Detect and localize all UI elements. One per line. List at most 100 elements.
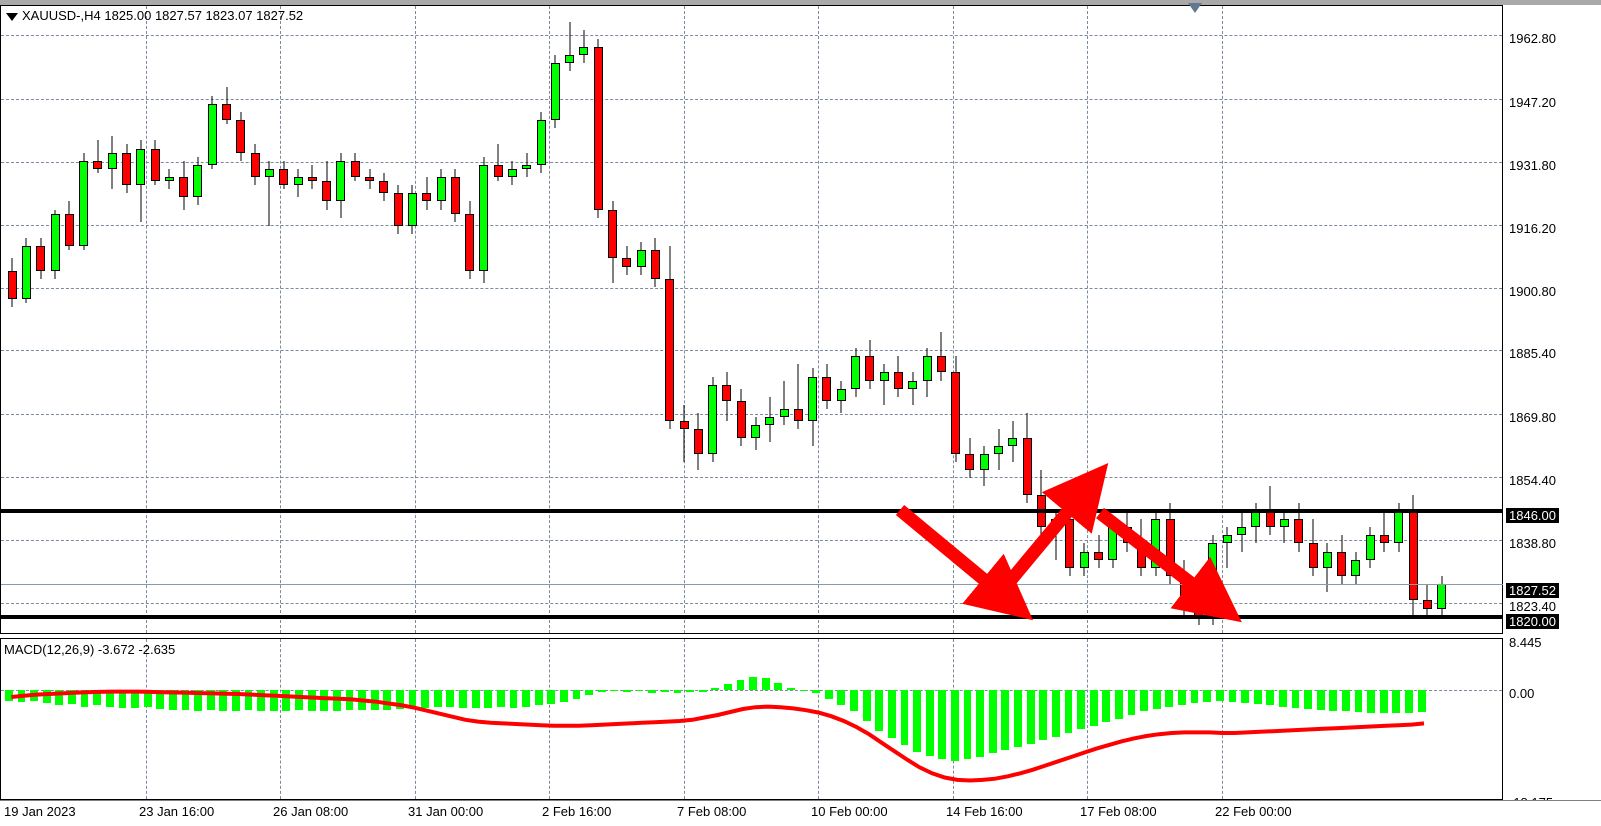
macd-histogram-bar	[1241, 689, 1249, 703]
candle-body-bearish	[1408, 510, 1418, 601]
candlestick	[293, 6, 303, 633]
time-axis-label: 19 Jan 2023	[4, 804, 76, 819]
macd-histogram-bar	[194, 689, 202, 711]
macd-histogram-bar	[1203, 689, 1212, 702]
macd-histogram-bar	[509, 689, 518, 708]
candle-body-bullish	[1151, 519, 1161, 568]
candle-body-bullish	[994, 445, 1004, 454]
macd-histogram-bar	[295, 689, 303, 711]
candle-body-bullish	[436, 177, 446, 202]
grid-line-vertical	[1222, 6, 1223, 633]
candle-wick	[497, 144, 499, 182]
candle-body-bearish	[822, 376, 832, 401]
macd-histogram-bar	[1342, 689, 1350, 712]
candle-body-bearish	[650, 250, 660, 279]
candle-body-bearish	[450, 177, 460, 214]
macd-histogram-bar	[1102, 689, 1111, 723]
candlestick	[164, 6, 174, 633]
candle-body-bearish	[736, 400, 746, 438]
grid-line-vertical	[1087, 639, 1088, 799]
candlestick	[307, 6, 317, 633]
macd-histogram-bar	[976, 689, 985, 758]
macd-histogram-bar	[383, 689, 392, 710]
candlestick	[1422, 6, 1432, 633]
candlestick	[1237, 6, 1247, 633]
grid-line-horizontal	[1, 98, 1502, 100]
candlestick	[608, 6, 618, 633]
price-axis-label: 1916.20	[1509, 221, 1556, 237]
triangle-down-icon[interactable]	[6, 12, 18, 21]
candlestick	[436, 6, 446, 633]
candlestick	[1008, 6, 1018, 633]
candlestick	[1165, 6, 1175, 633]
macd-histogram-bar	[925, 689, 934, 756]
candlestick	[994, 6, 1004, 633]
candle-body-bearish	[1065, 519, 1075, 568]
macd-header: MACD(12,26,9) -3.672 -2.635	[4, 642, 175, 657]
candle-body-bearish	[622, 258, 632, 267]
candlestick	[1022, 6, 1032, 633]
scrollbar-thumb[interactable]	[0, 0, 1601, 5]
macd-histogram-bar	[1114, 689, 1123, 719]
macd-histogram-bar	[749, 677, 757, 690]
macd-histogram-bar	[1039, 689, 1048, 741]
macd-histogram-bar	[1089, 689, 1098, 726]
candle-body-bearish	[665, 278, 675, 422]
candle-body-bearish	[1265, 510, 1275, 528]
candle-wick	[940, 331, 942, 381]
macd-histogram-bar	[1014, 689, 1022, 747]
macd-histogram-bar	[1077, 689, 1085, 730]
macd-histogram-bar	[963, 689, 972, 760]
macd-histogram-bar	[711, 687, 720, 690]
macd-histogram-bar	[534, 689, 543, 706]
candlestick	[150, 6, 160, 633]
price-chart-pane[interactable]	[0, 5, 1504, 634]
triangle-down-marker-icon	[1188, 3, 1202, 13]
macd-histogram-bar	[824, 689, 833, 699]
grid-line-vertical	[280, 639, 281, 799]
macd-histogram-bar	[80, 689, 89, 707]
price-axis-label: 1900.80	[1509, 283, 1556, 299]
macd-histogram-bar	[1001, 689, 1010, 750]
candle-body-bullish	[708, 384, 718, 454]
candlestick	[507, 6, 517, 633]
top-scrollbar[interactable]	[0, 0, 1601, 5]
macd-histogram-bar	[181, 689, 190, 710]
candlestick	[879, 6, 889, 633]
candle-wick	[1383, 510, 1385, 552]
macd-histogram-bar	[433, 689, 442, 707]
time-axis-label: 7 Feb 08:00	[677, 804, 747, 819]
candle-body-bearish	[1136, 543, 1146, 568]
candlestick	[93, 6, 103, 633]
candle-body-bullish	[550, 63, 560, 120]
candle-body-bullish	[79, 160, 89, 247]
candlestick	[1222, 6, 1232, 633]
macd-histogram-bar	[787, 687, 795, 690]
candle-wick	[569, 22, 571, 72]
candlestick	[793, 6, 803, 633]
candlestick	[722, 6, 732, 633]
macd-histogram-bar	[42, 689, 51, 703]
candlestick	[279, 6, 289, 633]
macd-histogram-bar	[219, 689, 228, 712]
candlestick	[50, 6, 60, 633]
candlestick	[236, 6, 246, 633]
candle-body-bullish	[765, 417, 775, 426]
candle-body-bullish	[193, 164, 203, 198]
time-axis[interactable]: 19 Jan 2023 23 Jan 16:00 26 Jan 08:00 31 Ja…	[0, 800, 1601, 826]
candlestick	[322, 6, 332, 633]
candlestick	[1322, 6, 1332, 633]
candlestick	[908, 6, 918, 633]
candlestick	[193, 6, 203, 633]
candlestick	[650, 6, 660, 633]
price-axis[interactable]: 1962.80 1947.20 1931.80 1916.20 1900.80 1885.…	[1503, 5, 1601, 809]
candlestick	[1179, 6, 1189, 633]
candlestick	[1122, 6, 1132, 633]
macd-histogram-bar	[1253, 689, 1262, 705]
macd-indicator-pane[interactable]	[0, 638, 1503, 800]
candle-body-bearish	[1337, 551, 1347, 576]
candle-body-bearish	[1422, 600, 1432, 609]
candle-body-bearish	[93, 160, 103, 169]
price-axis-label: 1869.80	[1509, 409, 1556, 425]
macd-histogram-bar	[1379, 689, 1388, 714]
